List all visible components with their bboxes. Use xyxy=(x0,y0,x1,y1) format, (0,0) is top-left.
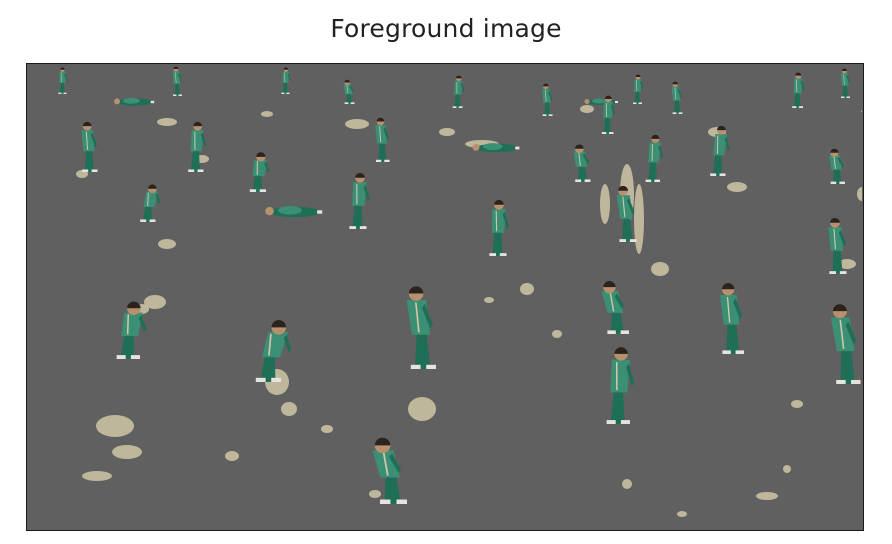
residue-patches xyxy=(76,105,862,517)
foreground-image xyxy=(26,63,864,531)
figure-title: Foreground image xyxy=(330,14,562,43)
people-silhouettes xyxy=(58,66,862,504)
segmented-foreground xyxy=(58,66,862,517)
